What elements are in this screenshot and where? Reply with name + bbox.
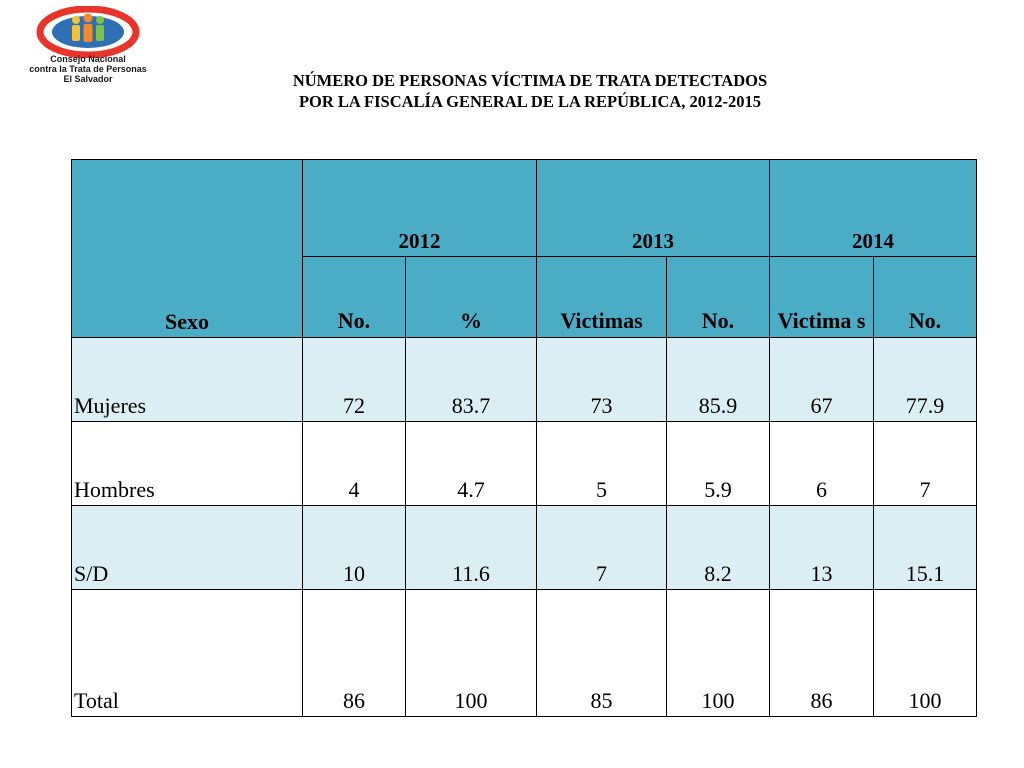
table-cell: 10 [302, 505, 406, 590]
title-line-1: NÚMERO DE PERSONAS VÍCTIMA DE TRATA DETE… [292, 71, 768, 90]
subheader-2013-victimas: Victimas [536, 256, 667, 338]
table-cell: 77.9 [873, 337, 977, 422]
table-cell: 67 [769, 337, 874, 422]
subheader-2012-no: No. [302, 256, 406, 338]
table-cell: 100 [666, 589, 770, 717]
header-row-years: Sexo 2012 2013 2014 [71, 159, 977, 338]
people-circle-logo-icon [36, 6, 140, 58]
table-cell: 7 [536, 505, 667, 590]
table-cell: 8.2 [666, 505, 770, 590]
table-cell: 100 [873, 589, 977, 717]
table-cell: 86 [302, 589, 406, 717]
subheader-2013-no: No. [666, 256, 770, 338]
row-label-sd: S/D [71, 505, 303, 590]
logo-line-3: El Salvador [63, 74, 113, 84]
table-cell: 15.1 [873, 505, 977, 590]
table-cell: 13 [769, 505, 874, 590]
row-label-mujeres: Mujeres [71, 337, 303, 422]
subheader-2014-no: No. [873, 256, 977, 338]
table-row: Total 86 100 85 100 86 100 [71, 589, 977, 717]
logo: Consejo Nacional contra la Trata de Pers… [14, 6, 162, 94]
table-cell: 73 [536, 337, 667, 422]
header-year-2012: 2012 [302, 159, 537, 257]
logo-line-2: contra la Trata de Personas [29, 64, 147, 74]
table-cell: 11.6 [405, 505, 537, 590]
table-cell: 6 [769, 421, 874, 506]
subheader-2014-victimas: Victima s [769, 256, 874, 338]
table-cell: 85.9 [666, 337, 770, 422]
header-year-2013: 2013 [536, 159, 770, 257]
data-table: Sexo 2012 2013 2014 No. % Victimas No. V… [71, 159, 977, 717]
table-cell: 5 [536, 421, 667, 506]
table-row: Mujeres 72 83.7 73 85.9 67 77.9 [71, 337, 977, 422]
logo-line-1: Consejo Nacional [50, 54, 126, 64]
title-line-2: POR LA FISCALÍA GENERAL DE LA REPÚBLICA,… [298, 92, 762, 111]
header-row-sub: No. % Victimas No. Victima s No. [72, 256, 977, 338]
table-cell: 4.7 [405, 421, 537, 506]
table-cell: 100 [405, 589, 537, 717]
page-title: NÚMERO DE PERSONAS VÍCTIMA DE TRATA DETE… [0, 70, 1024, 112]
table-cell: 5.9 [666, 421, 770, 506]
header-year-2014: 2014 [769, 159, 977, 257]
table-cell: 7 [873, 421, 977, 506]
table-cell: 4 [302, 421, 406, 506]
table-cell: 72 [302, 337, 406, 422]
row-label-hombres: Hombres [71, 421, 303, 506]
logo-text: Consejo Nacional contra la Trata de Pers… [14, 54, 162, 84]
table-row: Hombres 4 4.7 5 5.9 6 7 [71, 421, 977, 506]
subheader-2012-percent: % [405, 256, 537, 338]
table-cell: 83.7 [405, 337, 537, 422]
row-label-total: Total [71, 589, 303, 717]
table-cell: 85 [536, 589, 667, 717]
header-sexo: Sexo [71, 159, 303, 338]
table-row: S/D 10 11.6 7 8.2 13 15.1 [71, 505, 977, 590]
table-cell: 86 [769, 589, 874, 717]
